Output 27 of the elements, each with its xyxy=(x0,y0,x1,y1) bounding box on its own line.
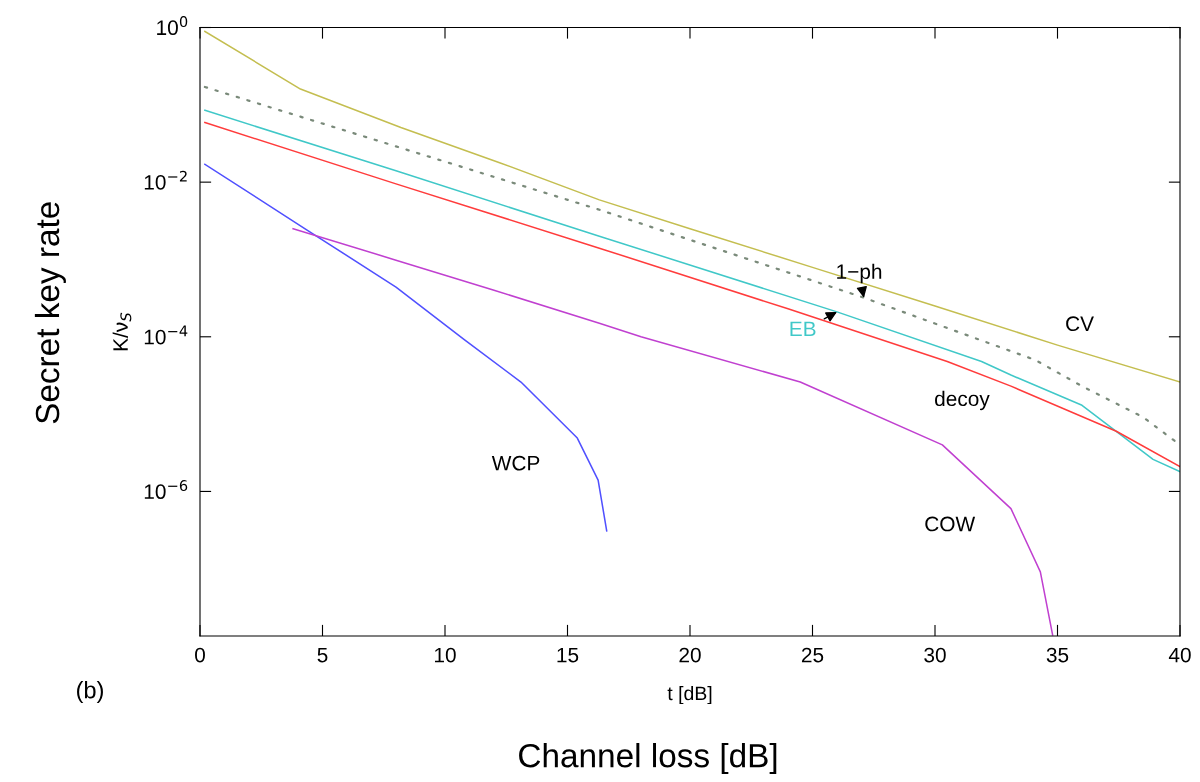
y-tick-label: 10$^{−4}$ xyxy=(144,325,188,345)
line-series xyxy=(204,163,608,532)
x-tick-label: 25 xyxy=(801,647,824,663)
x-tick-label: 40 xyxy=(1168,647,1191,663)
y-tick-label: 10$^{−2}$ xyxy=(144,170,187,190)
x-tick-label: 20 xyxy=(679,647,701,663)
y-tick-label: 10$^{−6}$ xyxy=(144,480,188,500)
line-series xyxy=(204,30,1180,383)
series-label: decoy xyxy=(935,390,990,411)
series-label: EB xyxy=(790,321,816,337)
x-tick-label: 5 xyxy=(317,647,328,663)
x-tick-label: 0 xyxy=(195,647,205,663)
text: Secret key rate xyxy=(34,202,66,424)
text: (b) xyxy=(77,681,103,704)
series-label: 1−ph xyxy=(837,263,882,284)
series-label: WCP xyxy=(491,455,540,471)
line-series xyxy=(292,227,1054,636)
x-axis-title: t [dB] xyxy=(667,685,712,705)
series-label: COW xyxy=(925,516,976,532)
y-tick-label: 10$^{0}$ xyxy=(157,16,188,36)
x-tick-label: 35 xyxy=(1046,647,1069,663)
x-tick-label: 15 xyxy=(557,647,579,663)
y-axis-title: K/ν$_{S}$ xyxy=(112,312,132,351)
x-tick-label: 10 xyxy=(435,647,456,663)
series-label: CV xyxy=(1066,316,1094,332)
text: Channel loss [dB] xyxy=(519,743,777,775)
x-tick-label: 30 xyxy=(924,647,946,663)
